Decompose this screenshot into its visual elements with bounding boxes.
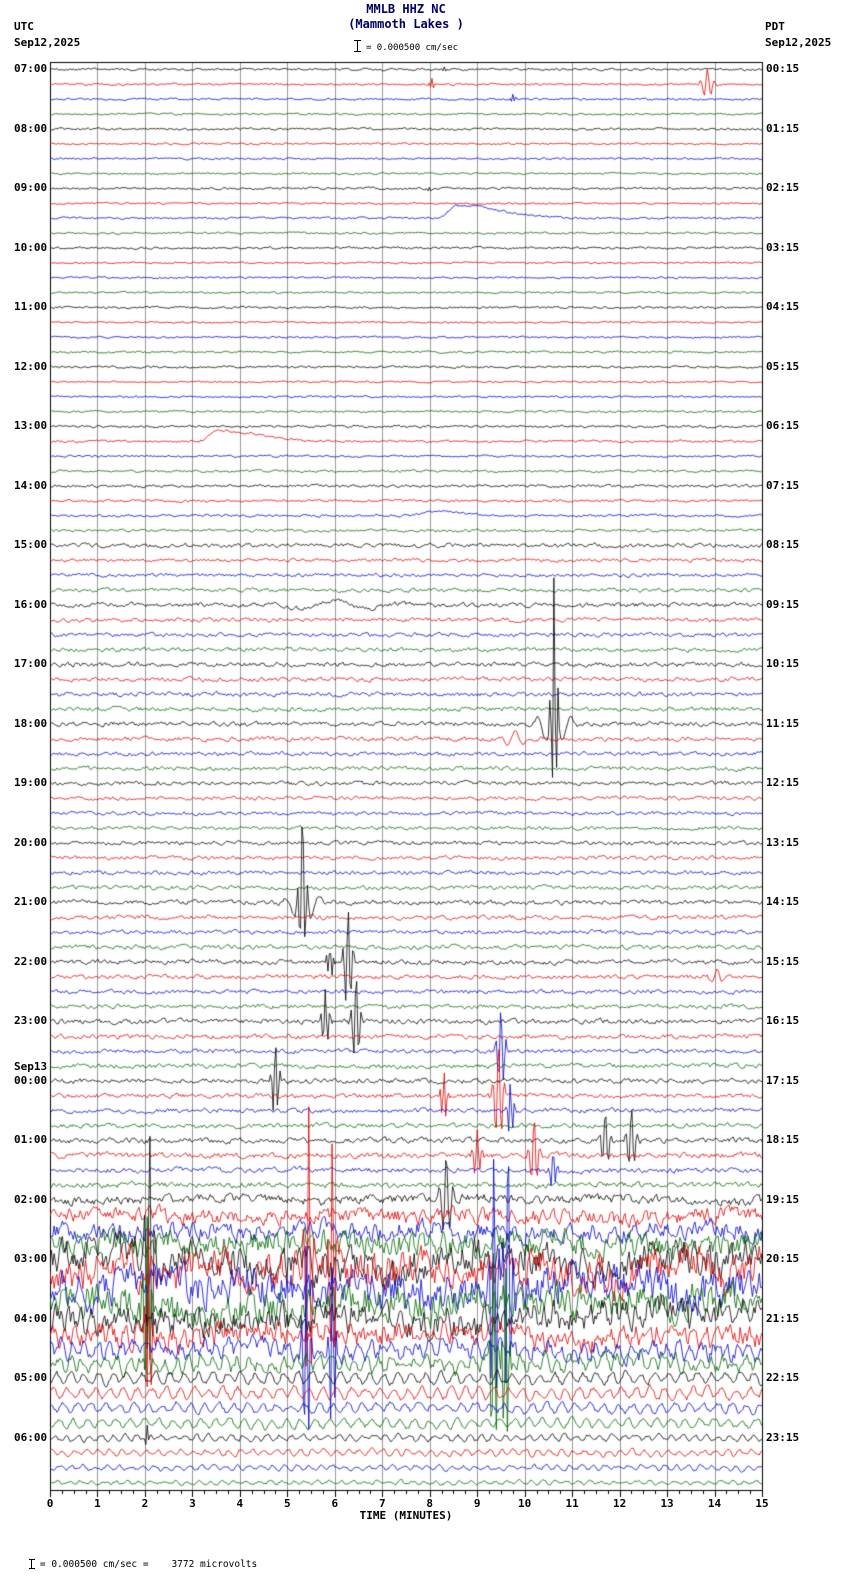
pdt-label: 00:15 <box>766 62 800 76</box>
pdt-label: 14:15 <box>766 895 800 909</box>
pdt-label: 21:15 <box>766 1311 800 1325</box>
utc-label: 21:00 <box>14 895 48 909</box>
x-tick-label: 12 <box>612 1497 627 1510</box>
header-center: MMLB HHZ NC (Mammoth Lakes ) <box>0 2 812 32</box>
pdt-label: 13:15 <box>766 835 800 849</box>
utc-label: 02:00 <box>14 1192 48 1206</box>
x-tick-label: 1 <box>94 1497 101 1510</box>
utc-label: 05:00 <box>14 1371 48 1385</box>
utc-label: 07:00 <box>14 62 48 76</box>
utc-label: 15:00 <box>14 538 48 552</box>
x-tick-label: 4 <box>236 1497 244 1510</box>
pdt-label: 08:15 <box>766 538 800 552</box>
pdt-label: 11:15 <box>766 716 800 730</box>
utc-label: Sep13 <box>14 1059 48 1073</box>
x-tick-label: 0 <box>46 1497 54 1510</box>
left-date-label: Sep12,2025 <box>14 36 81 49</box>
left-timezone-label: UTC <box>14 20 34 33</box>
pdt-label: 04:15 <box>766 300 800 314</box>
x-tick-label: 3 <box>189 1497 196 1510</box>
pdt-label: 20:15 <box>766 1252 800 1266</box>
scale-bar-icon <box>353 40 361 52</box>
utc-label: 08:00 <box>14 121 48 135</box>
x-tick-label: 6 <box>331 1497 339 1510</box>
utc-label: 04:00 <box>14 1311 48 1325</box>
pdt-label: 15:15 <box>766 954 800 968</box>
pdt-label: 01:15 <box>766 121 800 135</box>
pdt-label: 03:15 <box>766 240 800 254</box>
x-axis-title: TIME (MINUTES) <box>359 1509 453 1522</box>
x-tick-label: 5 <box>284 1497 291 1510</box>
pdt-label: 22:15 <box>766 1371 800 1385</box>
pdt-label: 17:15 <box>766 1073 800 1087</box>
pdt-label: 10:15 <box>766 657 800 671</box>
x-tick-label: 10 <box>518 1497 532 1510</box>
utc-label: 13:00 <box>14 419 48 433</box>
pdt-label: 07:15 <box>766 478 800 492</box>
station-subtitle: (Mammoth Lakes ) <box>348 17 464 31</box>
x-tick-label: 11 <box>565 1497 579 1510</box>
x-tick-label: 15 <box>755 1497 769 1510</box>
utc-label: 09:00 <box>14 181 48 195</box>
footer-scale: = 0.000500 cm/sec = 3772 microvolts <box>6 1548 257 1581</box>
utc-label: 03:00 <box>14 1252 48 1266</box>
pdt-label: 06:15 <box>766 419 800 433</box>
pdt-label: 16:15 <box>766 1014 800 1028</box>
station-title: MMLB HHZ NC <box>366 2 446 16</box>
x-tick-label: 8 <box>426 1497 434 1510</box>
pdt-label: 02:15 <box>766 181 800 195</box>
x-tick-label: 2 <box>141 1497 149 1510</box>
utc-label: 06:00 <box>14 1430 48 1444</box>
amplitude-scale: = 0.000500 cm/sec <box>0 40 812 53</box>
pdt-label: 19:15 <box>766 1192 800 1206</box>
scale-text: = 0.000500 cm/sec <box>365 43 459 53</box>
utc-label: 11:00 <box>14 300 48 314</box>
right-date-label: Sep12,2025 <box>765 36 832 49</box>
utc-label: 20:00 <box>14 835 48 849</box>
pdt-label: 18:15 <box>766 1133 800 1147</box>
utc-label: 14:00 <box>14 478 48 492</box>
footer-scale-bar-icon <box>28 1559 35 1569</box>
footer-scale-text: = 0.000500 cm/sec = 3772 microvolts <box>39 1559 258 1570</box>
right-timezone-label: PDT <box>765 20 785 33</box>
utc-label: 12:00 <box>14 359 48 373</box>
pdt-label: 05:15 <box>766 359 800 373</box>
header-left: UTC Sep12,2025 <box>14 19 80 51</box>
utc-label: 19:00 <box>14 776 48 790</box>
utc-label: 22:00 <box>14 954 48 968</box>
pdt-label: 12:15 <box>766 776 800 790</box>
utc-label: 18:00 <box>14 716 48 730</box>
x-tick-label: 9 <box>473 1497 481 1510</box>
utc-label: 23:00 <box>14 1014 48 1028</box>
pdt-label: 23:15 <box>766 1430 800 1444</box>
utc-label: 17:00 <box>14 657 48 671</box>
utc-label: 10:00 <box>14 240 48 254</box>
utc-label: 16:00 <box>14 597 48 611</box>
x-tick-label: 13 <box>660 1497 674 1510</box>
pdt-label: 09:15 <box>766 597 800 611</box>
utc-label: 00:00 <box>14 1073 48 1087</box>
x-tick-label: 7 <box>378 1497 386 1510</box>
utc-label: 01:00 <box>14 1133 48 1147</box>
header-right: PDT Sep12,2025 <box>765 19 831 51</box>
x-tick-label: 14 <box>707 1497 722 1510</box>
